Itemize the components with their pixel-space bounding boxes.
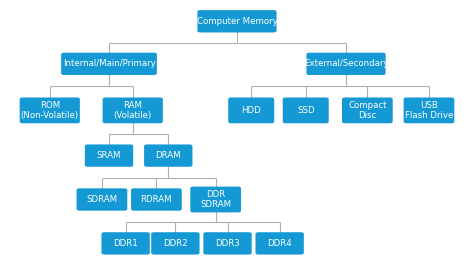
FancyBboxPatch shape <box>131 188 182 211</box>
FancyBboxPatch shape <box>403 98 454 123</box>
Text: ROM
(Non-Volatile): ROM (Non-Volatile) <box>21 101 79 120</box>
FancyBboxPatch shape <box>101 232 150 255</box>
Text: DDR4: DDR4 <box>267 239 292 248</box>
FancyBboxPatch shape <box>85 144 133 167</box>
FancyBboxPatch shape <box>76 188 127 211</box>
Text: DDR2: DDR2 <box>163 239 188 248</box>
FancyBboxPatch shape <box>197 10 277 32</box>
FancyBboxPatch shape <box>102 98 163 123</box>
Text: SRAM: SRAM <box>97 151 121 160</box>
Text: DDR1: DDR1 <box>113 239 138 248</box>
Text: RDRAM: RDRAM <box>141 195 172 204</box>
Text: SSD: SSD <box>297 106 315 115</box>
FancyBboxPatch shape <box>306 53 385 75</box>
FancyBboxPatch shape <box>144 144 192 167</box>
FancyBboxPatch shape <box>255 232 304 255</box>
Text: USB
Flash Drive: USB Flash Drive <box>405 101 453 120</box>
FancyBboxPatch shape <box>342 98 392 123</box>
Text: Internal/Main/Primary: Internal/Main/Primary <box>63 59 155 68</box>
FancyBboxPatch shape <box>61 53 157 75</box>
Text: RAM
(Volatile): RAM (Volatile) <box>114 101 152 120</box>
Text: HDD: HDD <box>241 106 261 115</box>
FancyBboxPatch shape <box>190 187 241 212</box>
Text: DDR
SDRAM: DDR SDRAM <box>200 190 231 209</box>
FancyBboxPatch shape <box>151 232 200 255</box>
Text: DRAM: DRAM <box>155 151 181 160</box>
Text: Compact
Disc: Compact Disc <box>348 101 387 120</box>
FancyBboxPatch shape <box>283 98 328 123</box>
Text: DDR3: DDR3 <box>215 239 240 248</box>
Text: External/Secondary: External/Secondary <box>304 59 388 68</box>
FancyBboxPatch shape <box>203 232 252 255</box>
Text: Computer Memory: Computer Memory <box>197 17 277 26</box>
Text: SDRAM: SDRAM <box>86 195 118 204</box>
FancyBboxPatch shape <box>228 98 274 123</box>
FancyBboxPatch shape <box>19 98 80 123</box>
